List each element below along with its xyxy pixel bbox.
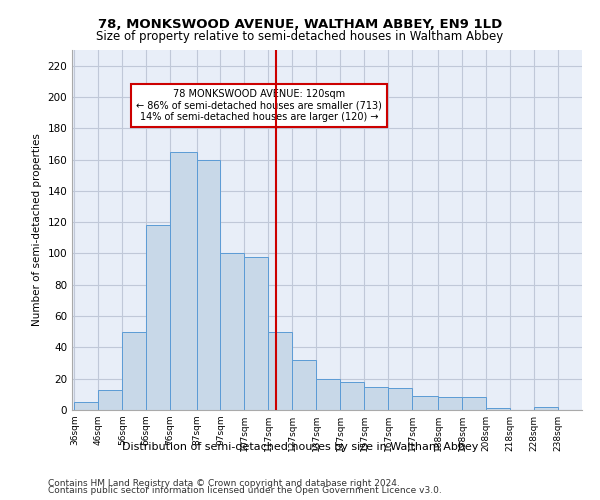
Bar [462, 398, 486, 410]
Bar [220, 254, 244, 410]
Bar [316, 378, 340, 410]
Bar [122, 332, 146, 410]
Text: Contains HM Land Registry data © Crown copyright and database right 2024.: Contains HM Land Registry data © Crown c… [48, 478, 400, 488]
Bar [534, 407, 558, 410]
Bar [170, 152, 197, 410]
Bar [98, 390, 122, 410]
Bar [268, 332, 292, 410]
Bar [244, 256, 268, 410]
Y-axis label: Number of semi-detached properties: Number of semi-detached properties [32, 134, 42, 326]
Bar [340, 382, 364, 410]
Bar [364, 386, 388, 410]
Text: 78 MONKSWOOD AVENUE: 120sqm
← 86% of semi-detached houses are smaller (713)
14% : 78 MONKSWOOD AVENUE: 120sqm ← 86% of sem… [136, 89, 382, 122]
Bar [388, 388, 412, 410]
Bar [197, 160, 220, 410]
Bar [486, 408, 510, 410]
Text: Size of property relative to semi-detached houses in Waltham Abbey: Size of property relative to semi-detach… [97, 30, 503, 43]
Bar [146, 226, 170, 410]
Text: Distribution of semi-detached houses by size in Waltham Abbey: Distribution of semi-detached houses by … [122, 442, 478, 452]
Bar [439, 398, 462, 410]
Bar [74, 402, 98, 410]
Text: Contains public sector information licensed under the Open Government Licence v3: Contains public sector information licen… [48, 486, 442, 495]
Text: 78, MONKSWOOD AVENUE, WALTHAM ABBEY, EN9 1LD: 78, MONKSWOOD AVENUE, WALTHAM ABBEY, EN9… [98, 18, 502, 30]
Bar [412, 396, 439, 410]
Bar [292, 360, 316, 410]
